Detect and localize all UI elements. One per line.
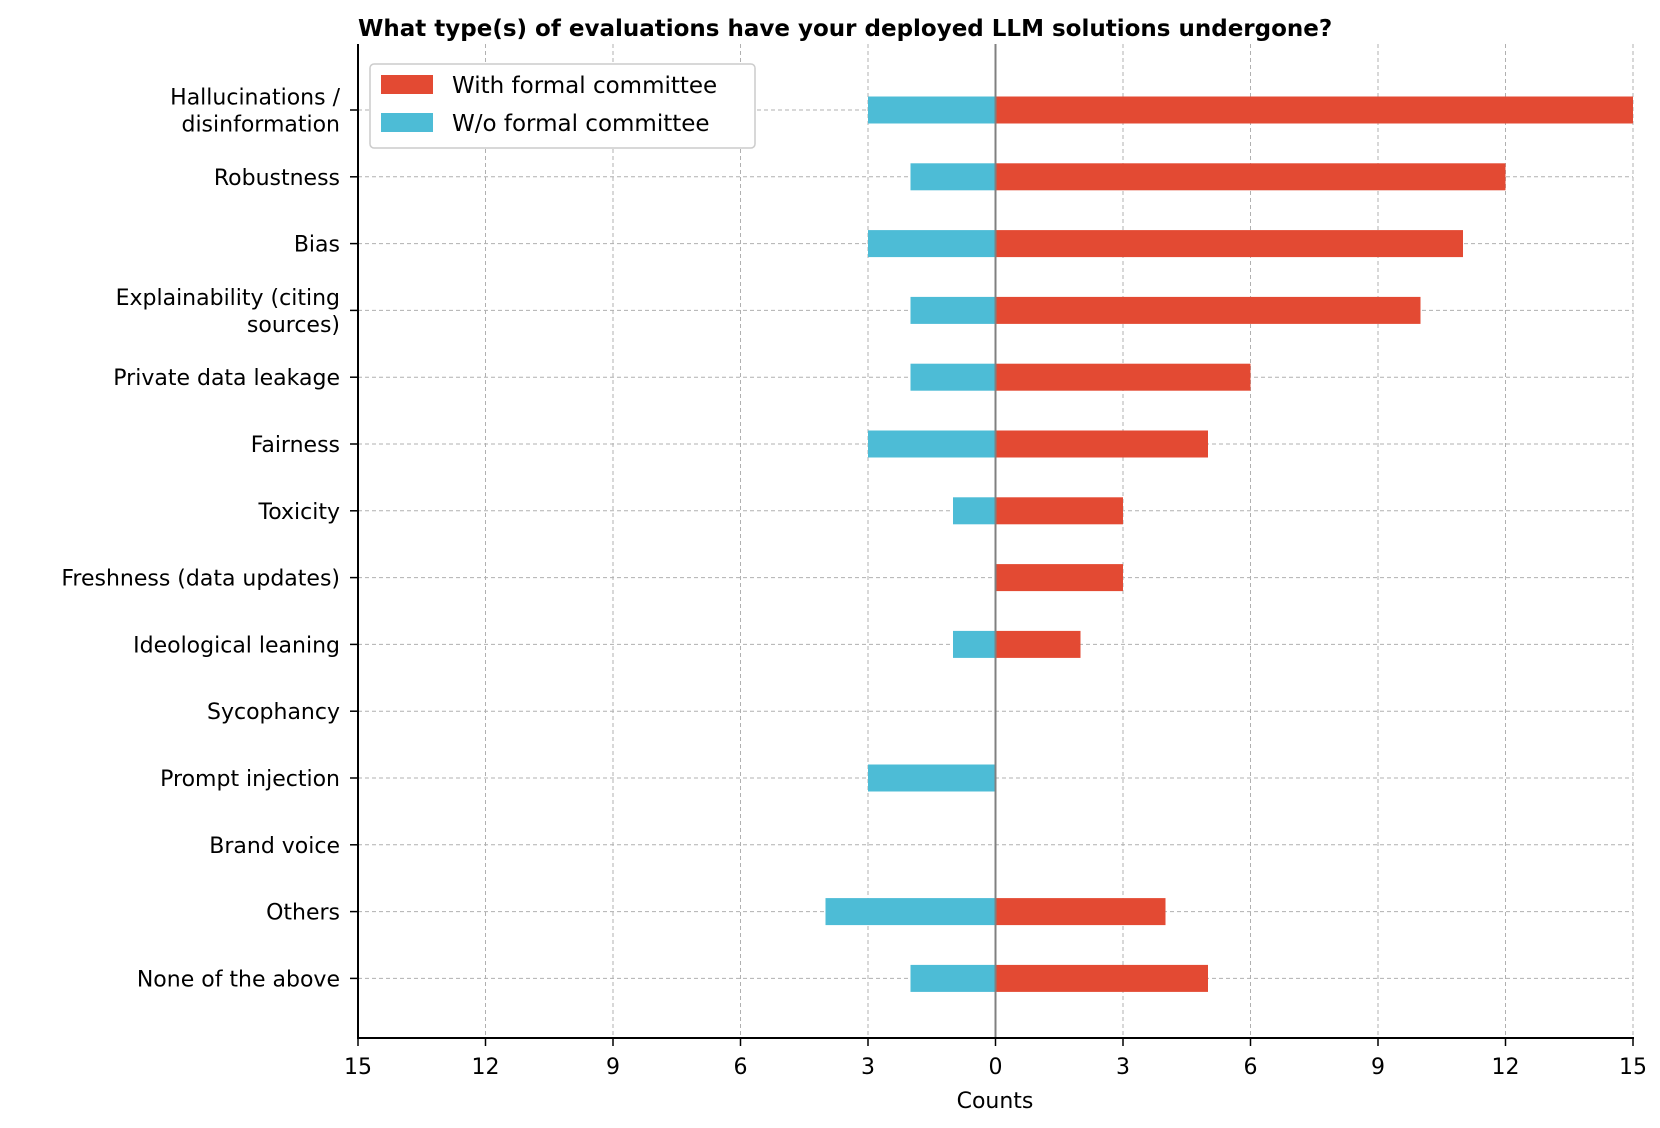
bar-with-committee [995, 363, 1251, 391]
x-tick-label: 9 [1371, 1055, 1385, 1080]
bar-without-committee [868, 96, 996, 124]
bar-without-committee [868, 230, 996, 258]
y-tick-labels: Hallucinations /disinformation Robustness… [61, 86, 340, 993]
x-tick-label: 15 [344, 1055, 372, 1080]
legend: With formal committee W/o formal committe… [369, 63, 756, 149]
y-tick-label: Brand voice [209, 834, 340, 859]
bar-without-committee [953, 497, 996, 525]
bar-without-committee [868, 764, 996, 792]
bars-layer [825, 96, 1633, 992]
y-tick-label: sources) [247, 313, 340, 338]
y-tick-label: Hallucinations / [170, 86, 340, 111]
bar-without-committee [868, 430, 996, 458]
y-tick-label: Prompt injection [160, 767, 340, 792]
y-tick-label: None of the above [137, 967, 340, 992]
x-tick-label: 6 [734, 1055, 748, 1080]
bar-without-committee [825, 898, 996, 926]
y-tick-label: Others [266, 901, 340, 926]
legend-swatch [381, 113, 433, 132]
legend-frame [369, 63, 756, 149]
x-axis-label: Counts [957, 1089, 1034, 1114]
bar-without-committee [953, 630, 996, 658]
y-tick-label: Ideological leaning [133, 633, 340, 658]
y-tick-label: Fairness [251, 433, 340, 458]
y-tick-label: Explainability (citing [116, 286, 340, 311]
legend-swatch [381, 75, 433, 94]
x-tick-label: 12 [472, 1055, 500, 1080]
y-tick-label: Sycophancy [207, 700, 340, 725]
x-tick-label: 3 [861, 1055, 875, 1080]
bar-without-committee [910, 163, 996, 191]
axes-layer [350, 44, 1634, 1046]
y-tick-label: Toxicity [258, 500, 340, 525]
y-tick-label: disinformation [181, 113, 340, 138]
bar-with-committee [995, 964, 1208, 992]
chart-title: What type(s) of evaluations have your de… [358, 16, 1332, 42]
bar-with-committee [995, 564, 1123, 592]
bar-with-committee [995, 430, 1208, 458]
bar-with-committee [995, 96, 1633, 124]
bar-with-committee [995, 296, 1421, 324]
bar-without-committee [910, 363, 996, 391]
bar-with-committee [995, 230, 1463, 258]
x-tick-label: 9 [606, 1055, 620, 1080]
x-tick-label: 6 [1244, 1055, 1258, 1080]
x-tick-label: 15 [1619, 1055, 1647, 1080]
bar-with-committee [995, 630, 1081, 658]
y-tick-label: Robustness [214, 166, 340, 191]
x-tick-label: 0 [989, 1055, 1003, 1080]
x-tick-labels: 15 12 9 6 3 0 3 6 9 12 15 [344, 1055, 1647, 1080]
bar-with-committee [995, 163, 1506, 191]
bar-without-committee [910, 296, 996, 324]
bar-without-committee [910, 964, 996, 992]
x-tick-label: 12 [1492, 1055, 1520, 1080]
y-tick-label: Private data leakage [113, 366, 340, 391]
bar-with-committee [995, 497, 1123, 525]
x-tick-label: 3 [1116, 1055, 1130, 1080]
y-tick-label: Freshness (data updates) [61, 567, 340, 592]
y-tick-label: Bias [294, 233, 340, 258]
legend-label: W/o formal committee [452, 111, 710, 137]
legend-label: With formal committee [452, 73, 717, 99]
bar-with-committee [995, 898, 1166, 926]
